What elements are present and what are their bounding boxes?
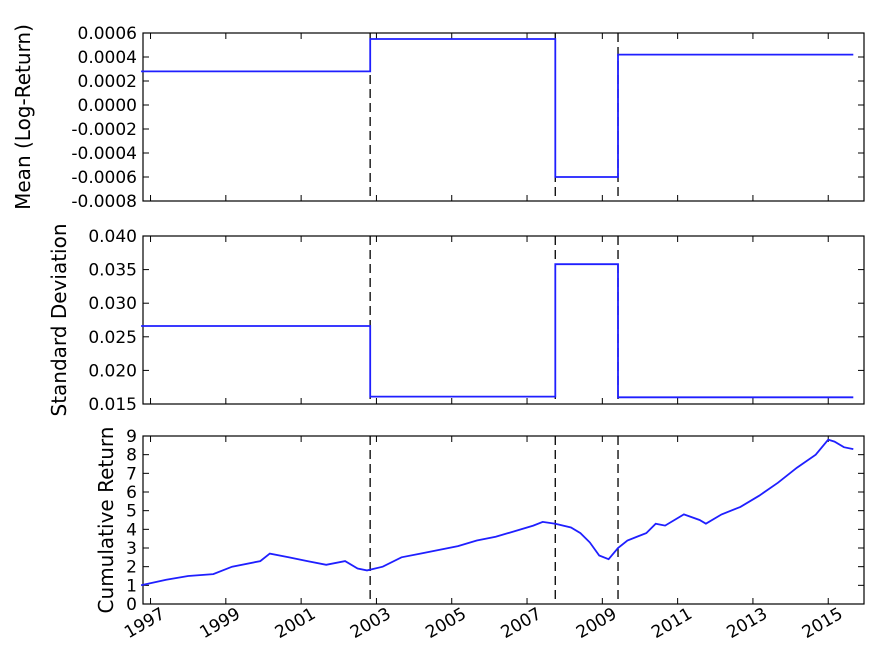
ytick-label: 0.0002 xyxy=(78,72,137,92)
xtick-label: 2009 xyxy=(573,604,620,643)
panel-std: 0.040 0.035 0.030 0.025 0.020 0.015 Standard … xyxy=(47,223,865,417)
cumret-ylabel: Cumulative Return xyxy=(94,427,118,614)
ytick-label: 0.030 xyxy=(88,294,137,314)
ytick-label: 5 xyxy=(126,502,137,522)
ytick-label: 0.020 xyxy=(88,361,137,381)
ytick-label: 6 xyxy=(126,483,137,503)
std-yticks: 0.040 0.035 0.030 0.025 0.020 0.015 xyxy=(88,227,864,415)
panel-mean: 0.0006 0.0004 0.0002 0.0000 -0.0002 -0.0004 -0… xyxy=(11,24,865,212)
ytick-label: -0.0006 xyxy=(71,168,137,188)
ytick-label: -0.0004 xyxy=(71,144,137,164)
xtick-label: 2015 xyxy=(799,604,846,643)
cumret-axes-frame xyxy=(142,435,865,605)
cumret-changepoints xyxy=(369,436,619,604)
ytick-label: 3 xyxy=(126,539,137,559)
std-changepoints xyxy=(369,236,619,404)
ytick-label: 9 xyxy=(126,427,137,447)
xtick-label: 2005 xyxy=(422,604,469,643)
ytick-label: -0.0008 xyxy=(71,192,137,212)
xtick-label: 2003 xyxy=(347,604,394,643)
ytick-label: 0 xyxy=(126,595,137,615)
ytick-label: 2 xyxy=(126,558,137,578)
ytick-label: 4 xyxy=(126,520,137,540)
std-ylabel: Standard Deviation xyxy=(47,223,71,416)
ytick-label: -0.0002 xyxy=(71,120,137,140)
ytick-label: 0.0006 xyxy=(78,24,137,44)
mean-axes-frame xyxy=(142,32,865,202)
xtick-label: 2001 xyxy=(272,604,319,643)
ytick-label: 0.015 xyxy=(88,395,137,415)
xtick-label: 2013 xyxy=(724,604,771,643)
xtick-label: 2011 xyxy=(648,604,695,643)
ytick-label: 0.040 xyxy=(88,227,137,247)
mean-yticks: 0.0006 0.0004 0.0002 0.0000 -0.0002 -0.0004 -0… xyxy=(71,24,864,212)
mean-ylabel: Mean (Log-Return) xyxy=(11,24,35,210)
std-series-line xyxy=(141,263,854,399)
cumret-series-line xyxy=(140,438,854,587)
ytick-label: 1 xyxy=(126,576,137,596)
ytick-label: 0.0004 xyxy=(78,48,137,68)
cumret-xticks: 1997 1999 2001 2003 2005 2007 2009 2011 2013 2015 xyxy=(121,604,846,643)
xtick-label: 2007 xyxy=(498,604,545,643)
ytick-label: 0.035 xyxy=(88,261,137,281)
mean-series-line xyxy=(141,38,854,178)
ytick-label: 7 xyxy=(126,464,137,484)
xtick-label: 1999 xyxy=(196,604,243,643)
mean-changepoints xyxy=(369,33,619,201)
ytick-label: 0.025 xyxy=(88,328,137,348)
ytick-label: 8 xyxy=(126,446,137,466)
ytick-label: 0.0000 xyxy=(78,96,137,116)
std-axes-frame xyxy=(142,235,865,405)
